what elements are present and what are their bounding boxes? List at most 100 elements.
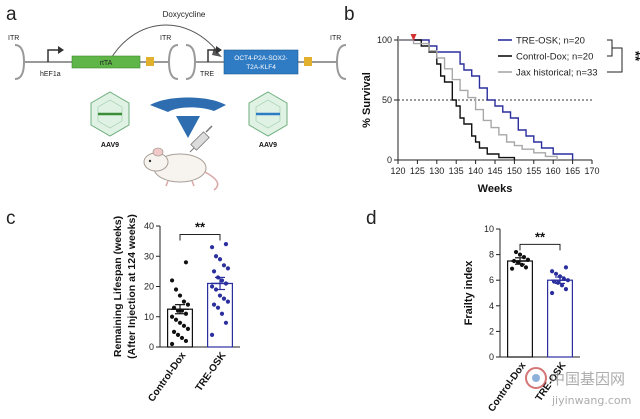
data-point <box>213 254 219 259</box>
data-point <box>169 341 175 347</box>
syringe-icon <box>189 125 213 153</box>
data-point <box>183 311 189 316</box>
data-point <box>217 257 223 262</box>
data-point <box>173 317 179 322</box>
hef1a-label: hEF1a <box>40 71 61 78</box>
y-tick-label: 6 <box>489 275 494 285</box>
y-tick-label: 0 <box>489 352 494 362</box>
legend-label: Control-Dox; n=20 <box>516 52 593 63</box>
data-point <box>549 290 555 296</box>
itr-hairpin-left <box>185 44 197 80</box>
doxycycline-label: Doxycycline <box>163 10 206 19</box>
data-point <box>221 263 227 268</box>
data-point <box>215 305 221 310</box>
data-point <box>211 269 217 274</box>
y-tick-label: 40 <box>144 221 154 231</box>
legend-label: Jax historical; n=33 <box>516 68 598 79</box>
x-tick-label: 160 <box>546 166 561 176</box>
significance-bracket <box>607 39 613 57</box>
aav9-label: AAV9 <box>101 142 119 149</box>
y-axis-label: % Survival <box>361 72 373 128</box>
polya-box <box>146 57 154 66</box>
data-point <box>183 260 189 265</box>
significance-label: ** <box>628 51 640 62</box>
itr-label: ITR <box>8 35 19 42</box>
significance-label: ** <box>535 229 546 244</box>
panel-a-letter: a <box>6 4 17 25</box>
data-point <box>563 265 569 270</box>
x-tick-label: 120 <box>390 166 405 176</box>
data-point <box>217 293 223 298</box>
aav-capsid-right: AAV9 <box>248 91 288 149</box>
watermark-text-url: jiyinwang.com <box>551 394 631 407</box>
tre-label: TRE <box>200 71 214 78</box>
y-tick-label: 30 <box>144 251 154 261</box>
data-point <box>509 266 515 271</box>
x-tick-label: 150 <box>507 166 522 176</box>
watermark-text-cn: 中国基因网 <box>550 370 625 388</box>
itr-hairpin-left <box>14 44 26 80</box>
data-point <box>549 269 555 274</box>
rtta-label: rtTA <box>100 60 113 67</box>
data-point <box>517 252 523 257</box>
x-tick-label: 145 <box>487 166 502 176</box>
doxycycline-arrow <box>109 24 219 61</box>
data-point <box>209 332 215 337</box>
significance-bracket <box>607 47 623 73</box>
data-point <box>181 299 187 304</box>
itr-hairpin-right <box>167 44 179 80</box>
data-point <box>173 287 179 292</box>
y-axis-label: Frailty index <box>463 260 475 326</box>
watermark: 中国基因网 jiyinwang.com <box>525 367 631 407</box>
y-tick-label: 100 <box>377 35 392 45</box>
data-point <box>209 284 215 289</box>
data-point <box>225 299 231 304</box>
bar-control-dox <box>507 260 534 358</box>
significance-bracket <box>519 243 561 251</box>
x-tick-label: 125 <box>410 166 425 176</box>
x-category-label: Control-Dox <box>146 350 188 404</box>
data-point <box>183 338 189 344</box>
data-point <box>521 255 527 260</box>
osk-label-line2: T2A-KLF4 <box>246 64 276 71</box>
panel-a: a Doxycycline ITR hEF1a rtTA ITR TRE <box>6 4 347 191</box>
data-point <box>219 311 225 316</box>
y-axis-label: Remaining Lifespan (weeks) <box>112 216 124 357</box>
panel-d-letter: d <box>366 208 377 229</box>
y-tick-label: 4 <box>489 301 494 311</box>
aav9-label: AAV9 <box>259 142 277 149</box>
data-point <box>221 296 227 301</box>
construct-rtta: ITR hEF1a rtTA ITR <box>8 35 179 80</box>
series-line-tre-osk <box>398 39 574 160</box>
y-tick-label: 10 <box>484 224 494 234</box>
data-point <box>223 242 229 247</box>
data-point <box>181 323 187 328</box>
data-point <box>171 329 177 334</box>
polya-box <box>304 57 312 66</box>
data-point <box>185 326 191 331</box>
significance-label: ** <box>195 219 206 234</box>
lifespan-chart: 0 10 20 30 40 Control-Dox TRE-OSK ** Remaining L… <box>112 214 240 404</box>
data-point <box>169 278 175 283</box>
osk-label-line1: OCT4-P2A-SOX2- <box>234 55 287 62</box>
injection-marker-icon <box>410 34 417 41</box>
data-point <box>219 278 225 283</box>
data-point <box>175 332 181 337</box>
panel-c-letter: c <box>6 208 16 229</box>
x-tick-label: 155 <box>526 166 541 176</box>
y-tick-label: 10 <box>144 312 154 322</box>
data-point <box>225 266 231 271</box>
data-point <box>563 287 569 292</box>
x-tick-label: 170 <box>584 166 599 176</box>
data-point <box>179 335 185 341</box>
y-tick-label: 0 <box>149 342 154 352</box>
itr-label: ITR <box>160 35 171 42</box>
y-tick-label: 20 <box>144 282 154 292</box>
promoter-arrow <box>47 49 60 62</box>
itr-hairpin-right <box>335 44 347 80</box>
rtta-gene-box <box>71 55 141 69</box>
x-category-label: TRE-OSK <box>194 350 229 394</box>
x-tick-label: 140 <box>468 166 483 176</box>
